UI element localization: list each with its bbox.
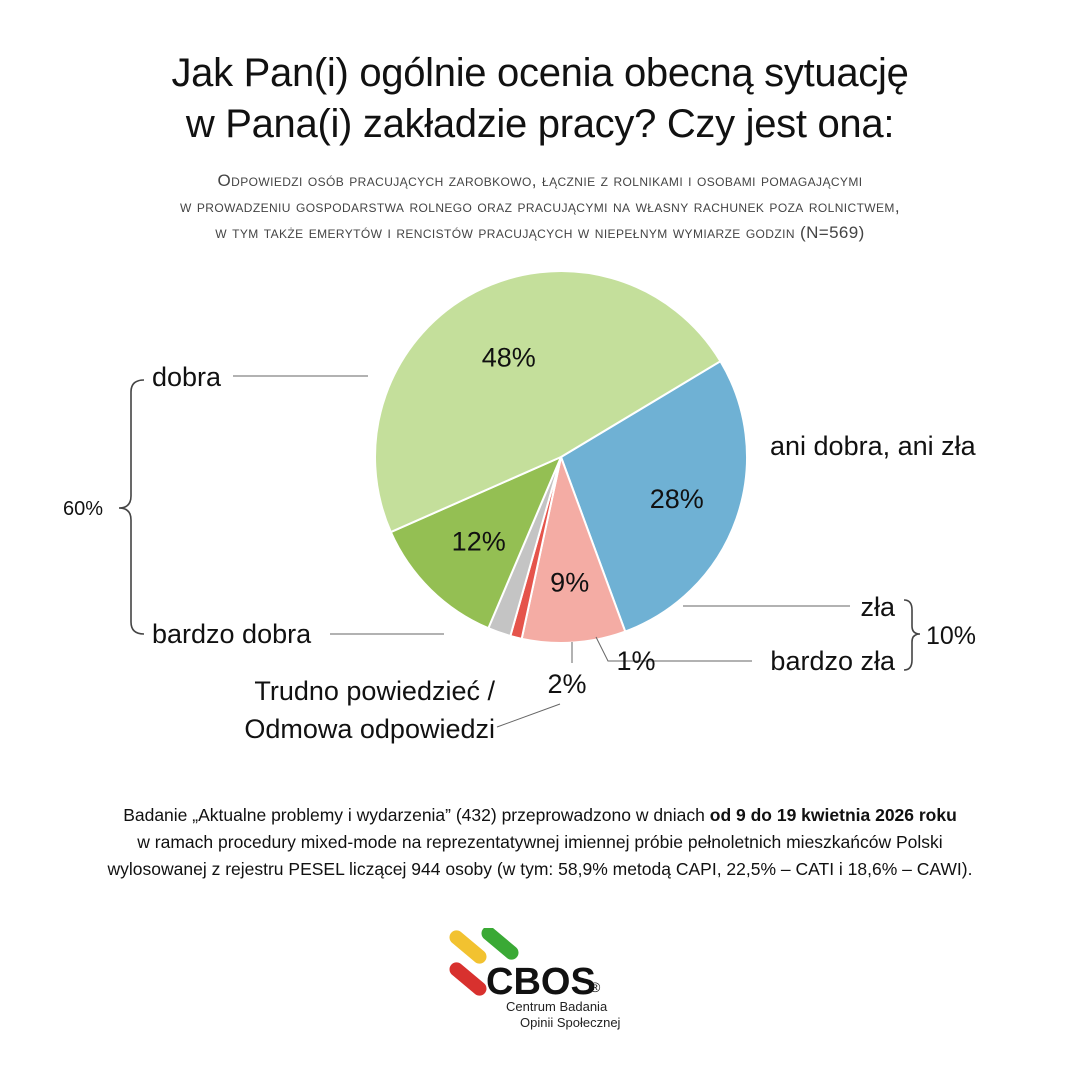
label-ani-dobra-ani-zla: ani dobra, ani zła (770, 431, 977, 461)
value-label-ani-dobra-ani-zla: 28% (650, 484, 704, 514)
group-total-10: 10% (926, 622, 976, 650)
chart-title-line-1: Jak Pan(i) ogólnie ocenia obecną sytuacj… (171, 51, 909, 95)
value-label-zla: 9% (550, 567, 589, 597)
brace-left-60 (118, 379, 145, 635)
label-bardzo-dobra: bardzo dobra (152, 619, 312, 649)
value-labels: 28% 9% 1% 2% 12% 48% (452, 342, 704, 699)
footnote-dates: od 9 do 19 kwietnia 2026 roku (709, 805, 957, 825)
footnote-line-1-text: Badanie „Aktualne problemy i wydarzenia”… (123, 805, 710, 825)
pie-slice-zla (520, 453, 627, 644)
cbos-logo: CBOS ® Centrum Badania Opinii Społecznej (449, 928, 621, 1030)
logo-subtitle-line-2: Opinii Społecznej (520, 1015, 621, 1030)
logo-pill-green (481, 928, 519, 960)
group-total-60: 60% (63, 498, 103, 520)
label-zla: zła (860, 592, 895, 622)
logo-mark (449, 928, 519, 996)
subtitle-line-3: w tym także emerytów i rencistów pracują… (215, 223, 865, 242)
label-dont-know-line-2: Odmowa odpowiedzi (244, 714, 495, 744)
logo-wordmark: CBOS (486, 961, 596, 1003)
logo-subtitle-line-1: Centrum Badania (506, 999, 608, 1014)
group-braces (118, 379, 921, 671)
pie-slice-dobra (374, 270, 722, 534)
value-label-bardzo-zla: 1% (616, 646, 655, 676)
pie-slice-bardzo-dobra (389, 455, 563, 630)
pie-chart: 28% 9% 1% 2% 12% 48% dobra bardzo dobra ani d… (63, 270, 977, 744)
pie-slice-ani-dobra-ani-zla (559, 359, 748, 633)
label-dont-know-line-1: Trudno powiedzieć / (254, 676, 495, 706)
label-dobra: dobra (152, 362, 222, 392)
leader-lines (233, 375, 850, 728)
label-bardzo-zla: bardzo zła (770, 646, 896, 676)
subtitle-line-1: Odpowiedzi osób pracujących zarobkowo, ł… (217, 171, 863, 190)
category-labels: dobra bardzo dobra ani dobra, ani zła zł… (152, 362, 977, 744)
brace-right-10 (903, 599, 921, 671)
value-label-bardzo-dobra: 12% (452, 526, 506, 556)
logo-pill-yellow (449, 930, 487, 964)
logo-registered: ® (590, 979, 601, 995)
footnote-line-1: Badanie „Aktualne problemy i wydarzenia”… (0, 802, 1080, 828)
subtitle-line-2: w prowadzeniu gospodarstwa rolnego oraz … (180, 197, 900, 216)
group-totals: 60% 10% (63, 498, 976, 650)
value-label-dobra: 48% (482, 342, 536, 372)
chart-title-line-2: w Pana(i) zakładzie pracy? Czy jest ona: (185, 102, 895, 146)
footnote-line-3: wylosowanej z rejestru PESEL liczącej 94… (107, 859, 973, 879)
leader-line-bardzo-zla (595, 636, 752, 662)
pie-slices (374, 270, 748, 644)
value-label-trudno-powiedziec-odmowa-odpowiedzi: 2% (547, 669, 586, 699)
leader-line-dont-know (496, 703, 561, 728)
logo-pill-red (449, 962, 487, 996)
footnote-line-2: w ramach procedury mixed-mode na repreze… (137, 832, 943, 852)
